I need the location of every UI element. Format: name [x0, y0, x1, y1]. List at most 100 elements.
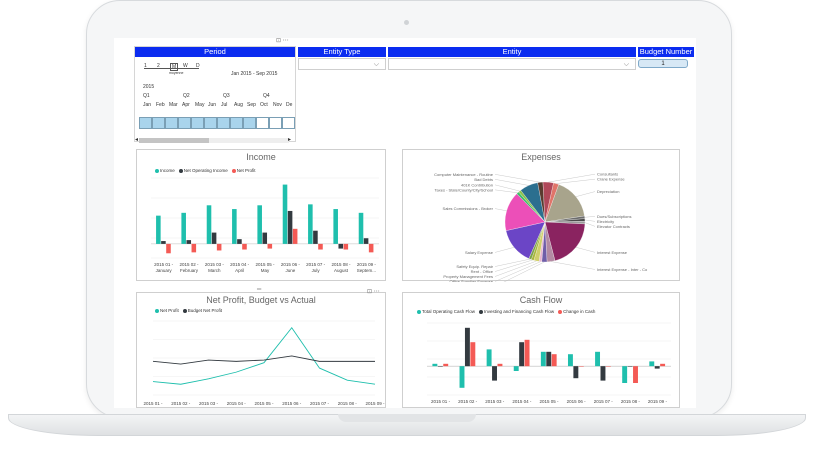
month-cell[interactable]	[139, 117, 152, 129]
bar[interactable]	[262, 232, 268, 244]
month-cell[interactable]	[152, 117, 165, 129]
bar[interactable]	[497, 363, 503, 367]
bar[interactable]	[232, 209, 237, 244]
bar[interactable]	[181, 212, 186, 244]
bar[interactable]	[308, 204, 313, 244]
bar[interactable]	[216, 243, 222, 251]
bar[interactable]	[333, 209, 338, 244]
legend-label[interactable]: Income	[160, 168, 175, 173]
cash-flow-panel[interactable]: Cash Flow Total Operating Cash Flow Inves…	[402, 292, 680, 408]
legend-label[interactable]: Net Profit	[236, 168, 256, 173]
bar[interactable]	[573, 366, 579, 379]
bar[interactable]	[464, 327, 470, 367]
bar[interactable]	[156, 215, 161, 244]
legend-label[interactable]: Investing and Financing Cash Flow	[484, 309, 555, 314]
bar[interactable]	[486, 349, 492, 367]
month-cell[interactable]	[178, 117, 191, 129]
pie-slice[interactable]	[544, 184, 585, 223]
bar[interactable]	[432, 363, 438, 367]
bar[interactable]	[660, 363, 666, 367]
legend-label[interactable]: Total Operating Cash Flow	[422, 309, 476, 314]
income-panel[interactable]: Income Income Net Operating Income Net Pro…	[136, 149, 386, 281]
bar[interactable]	[605, 366, 611, 367]
granularity-option[interactable]: 2	[157, 63, 160, 69]
net-profit-panel[interactable]: ═ ⊡ ⋯ Net Profit, Budget vs Actual Net P…	[136, 287, 386, 408]
month-cell[interactable]	[243, 117, 256, 129]
bar[interactable]	[470, 342, 476, 367]
bar[interactable]	[437, 366, 443, 367]
bar[interactable]	[343, 243, 349, 250]
bar[interactable]	[161, 241, 166, 244]
bar[interactable]	[519, 342, 525, 367]
bar[interactable]	[287, 210, 293, 244]
legend-label[interactable]: Net Operating Income	[183, 168, 228, 173]
granularity-option[interactable]: W	[183, 63, 188, 69]
scroll-thumb[interactable]	[139, 138, 209, 143]
bar[interactable]	[257, 205, 262, 244]
bar[interactable]	[524, 339, 530, 367]
bar[interactable]	[242, 243, 247, 250]
scroll-right-icon[interactable]: ▸	[288, 137, 292, 143]
visual-options-icon[interactable]: ⊡ ⋯	[367, 289, 380, 295]
bar[interactable]	[540, 351, 546, 367]
scroll-left-icon[interactable]: ◂	[135, 137, 139, 143]
expenses-panel[interactable]: Expenses Consultants Crane Expense Depreci…	[402, 149, 680, 282]
leader-line	[494, 189, 518, 194]
bar[interactable]	[595, 351, 601, 367]
drag-handle-icon[interactable]: ═	[257, 287, 262, 293]
month-cell[interactable]	[191, 117, 204, 129]
bar[interactable]	[292, 228, 298, 244]
pie-slice[interactable]	[544, 182, 559, 223]
bar[interactable]	[513, 366, 519, 371]
granularity-option[interactable]: 1	[144, 63, 147, 69]
bar[interactable]	[600, 366, 606, 381]
bar[interactable]	[459, 366, 465, 388]
bar[interactable]	[578, 366, 584, 367]
bar[interactable]	[654, 366, 660, 369]
bar[interactable]	[649, 361, 655, 367]
bar[interactable]	[443, 363, 449, 367]
bar[interactable]	[633, 366, 638, 383]
bar[interactable]	[363, 238, 369, 244]
bar[interactable]	[338, 243, 344, 249]
bar[interactable]	[191, 243, 197, 253]
granularity-option[interactable]: D	[196, 63, 200, 69]
month-cell[interactable]	[165, 117, 178, 129]
bar[interactable]	[627, 366, 633, 367]
month-cell[interactable]	[204, 117, 217, 129]
bar[interactable]	[546, 351, 552, 367]
bar[interactable]	[358, 212, 364, 244]
legend-label[interactable]: Budget Net Profit	[187, 308, 223, 313]
legend-label[interactable]: Change in Cash	[563, 309, 596, 314]
bar[interactable]	[313, 230, 318, 244]
bar[interactable]	[551, 354, 557, 367]
bar[interactable]	[206, 205, 212, 244]
series-line[interactable]	[152, 326, 376, 385]
series-line[interactable]	[152, 355, 375, 365]
bar[interactable]	[211, 232, 217, 244]
bar[interactable]	[267, 243, 273, 249]
pie-slice-label: Crane Expense	[597, 177, 625, 182]
bar[interactable]	[237, 239, 242, 244]
timeline-scrollbar[interactable]	[139, 138, 289, 143]
budget-number-input[interactable]: 1	[638, 59, 688, 68]
bar[interactable]	[318, 243, 323, 250]
bar[interactable]	[368, 243, 374, 253]
month-cell[interactable]	[269, 117, 282, 129]
visual-options-icon[interactable]: ⊡ ⋯	[276, 38, 289, 44]
bar[interactable]	[166, 243, 171, 254]
month-cell[interactable]	[217, 117, 230, 129]
month-cell[interactable]	[230, 117, 243, 129]
entity-dropdown[interactable]: ⌵	[388, 58, 636, 70]
bar[interactable]	[492, 366, 497, 381]
legend-label[interactable]: Net Profit	[160, 308, 179, 313]
bar[interactable]	[567, 354, 573, 367]
bar[interactable]	[622, 366, 628, 383]
month-cell[interactable]	[256, 117, 269, 129]
bar[interactable]	[282, 184, 288, 244]
granularity-option[interactable]: M	[170, 63, 179, 71]
x-tick-label: July	[312, 268, 321, 273]
entity-type-dropdown[interactable]: ⌵	[298, 58, 386, 70]
bar[interactable]	[186, 240, 192, 244]
month-cell[interactable]	[282, 117, 295, 129]
